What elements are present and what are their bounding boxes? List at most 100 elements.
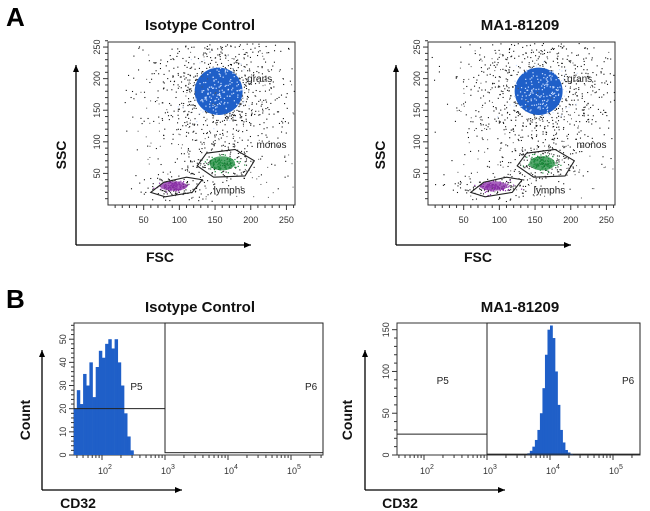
event-point <box>153 62 155 64</box>
event-point <box>200 100 202 102</box>
event-point <box>212 141 214 143</box>
event-point <box>558 155 560 157</box>
event-point <box>521 105 523 107</box>
event-point <box>234 146 236 148</box>
histogram-bar <box>76 390 81 455</box>
event-point <box>480 116 482 118</box>
event-point <box>552 119 554 121</box>
event-point <box>505 128 507 130</box>
event-point <box>557 52 560 54</box>
event-point <box>133 77 135 79</box>
event-point <box>528 64 530 66</box>
event-point <box>208 162 210 164</box>
event-point <box>202 101 204 103</box>
event-point <box>535 93 537 96</box>
event-point <box>529 123 531 125</box>
event-point <box>494 61 496 63</box>
event-point <box>266 118 268 120</box>
event-point <box>480 82 482 84</box>
x-tick-label: 103 <box>161 464 175 476</box>
event-point <box>527 105 529 107</box>
event-point <box>136 149 138 151</box>
event-point <box>588 53 590 55</box>
event-point <box>552 174 555 176</box>
event-point <box>546 79 548 81</box>
event-point <box>549 51 551 53</box>
event-point <box>242 49 244 51</box>
event-point <box>514 134 516 136</box>
event-point <box>491 184 494 186</box>
event-point <box>568 106 570 108</box>
event-point <box>565 69 567 71</box>
event-point <box>210 86 212 88</box>
event-point <box>459 180 462 183</box>
event-point <box>277 111 280 113</box>
event-point <box>225 108 228 110</box>
gate-lymphs <box>469 176 524 198</box>
event-point <box>505 78 507 80</box>
event-point <box>511 55 513 57</box>
event-point <box>245 164 248 166</box>
event-point <box>219 154 221 156</box>
event-point <box>537 156 539 158</box>
event-point <box>225 166 227 168</box>
event-point <box>489 187 491 189</box>
event-point <box>266 52 268 54</box>
event-point <box>514 159 516 161</box>
event-point <box>601 68 603 70</box>
event-point <box>560 173 562 175</box>
event-point <box>177 52 179 54</box>
event-point <box>220 82 222 85</box>
event-point <box>182 105 184 107</box>
event-point <box>589 143 591 145</box>
event-point <box>482 138 484 141</box>
event-point <box>235 73 237 75</box>
event-point <box>173 81 175 83</box>
event-point <box>538 81 540 83</box>
event-point <box>153 187 155 189</box>
event-point <box>172 116 174 118</box>
event-point <box>220 137 222 139</box>
event-point <box>211 148 213 150</box>
event-point <box>534 127 536 129</box>
event-point <box>563 161 565 163</box>
event-point <box>262 110 264 112</box>
event-point <box>518 66 520 68</box>
event-point <box>201 71 203 73</box>
event-point <box>241 97 244 99</box>
event-point <box>224 67 226 69</box>
event-point <box>551 75 553 77</box>
event-point <box>172 185 174 187</box>
event-point <box>157 193 159 195</box>
event-point <box>527 135 529 137</box>
event-point <box>529 166 531 168</box>
event-point <box>187 86 189 88</box>
histogram-bar <box>111 348 115 455</box>
event-point <box>199 176 202 178</box>
event-point <box>508 69 510 71</box>
event-point <box>268 108 270 111</box>
event-point <box>216 119 218 121</box>
event-point <box>480 189 483 191</box>
event-point <box>198 200 200 202</box>
event-point <box>500 43 502 45</box>
event-point <box>221 162 223 164</box>
event-point <box>215 87 217 89</box>
event-point <box>601 82 603 84</box>
event-point <box>251 74 253 76</box>
y-tick-label: 30 <box>58 381 68 391</box>
y-arrowhead <box>73 65 79 72</box>
event-point <box>522 165 524 167</box>
event-point <box>259 50 261 52</box>
event-point <box>233 70 235 72</box>
event-point <box>534 152 536 154</box>
event-point <box>563 126 565 129</box>
event-point <box>293 90 295 92</box>
event-point <box>231 162 233 164</box>
event-point <box>268 89 271 91</box>
event-point <box>196 183 198 185</box>
event-point <box>274 44 277 46</box>
event-point <box>256 103 258 105</box>
event-point <box>166 89 168 91</box>
event-point <box>219 58 221 60</box>
